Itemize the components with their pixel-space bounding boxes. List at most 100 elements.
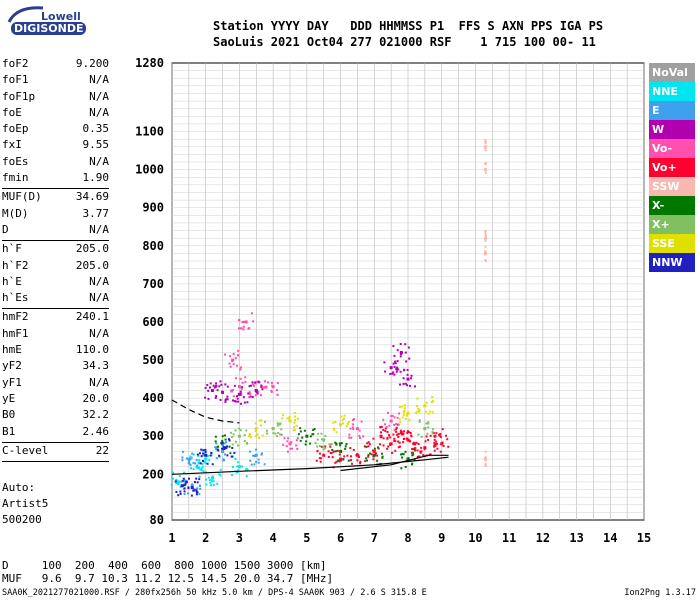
echo-point-x- xyxy=(224,438,227,441)
echo-point-w xyxy=(226,398,229,401)
echo-point-vo- xyxy=(296,437,299,440)
param-label: hmF2 xyxy=(2,310,29,324)
param-label: B1 xyxy=(2,424,16,438)
echo-point-vo- xyxy=(336,449,339,452)
y-tick-label: 400 xyxy=(142,391,164,405)
echo-point-nnw xyxy=(221,447,224,450)
param-value: 9.200 xyxy=(75,57,109,70)
echo-point-vo- xyxy=(372,449,376,453)
echo-point-x- xyxy=(299,427,302,430)
auto-label: Auto: xyxy=(2,481,36,494)
echo-point-x- xyxy=(277,431,280,434)
echo-point-vo- xyxy=(389,442,393,446)
echo-point-x- xyxy=(305,434,309,438)
echo-point-vo- xyxy=(393,423,396,426)
trace-virtual-height-profile xyxy=(171,456,449,475)
echo-point-vo- xyxy=(349,427,352,430)
echo-point-vo- xyxy=(359,462,362,465)
echo-point-x- xyxy=(214,440,217,443)
param-label: hmF1 xyxy=(2,326,29,340)
auto-program: Artist5 xyxy=(2,497,49,510)
echo-point-nnw xyxy=(182,477,185,480)
echo-point-e xyxy=(198,493,201,496)
echo-point-x- xyxy=(401,452,404,455)
echo-point-e xyxy=(225,441,228,444)
x-tick-label: 4 xyxy=(270,531,277,545)
echo-point-vo- xyxy=(242,328,245,331)
echo-point-x- xyxy=(305,440,308,443)
echo-point-x- xyxy=(221,435,224,438)
echo-point-vo- xyxy=(350,436,353,439)
echo-point-ssw xyxy=(484,253,487,256)
echo-point-sse xyxy=(333,427,336,430)
echo-point-nne xyxy=(204,457,208,461)
param-row-fof2: foF2 9.200 xyxy=(2,57,109,73)
echo-point-e xyxy=(181,450,184,453)
echo-point-vo- xyxy=(427,438,430,441)
echo-point-vo- xyxy=(252,320,255,323)
echo-point-vo- xyxy=(439,435,442,438)
echo-point-sse xyxy=(293,426,296,429)
echo-point-nne xyxy=(231,474,234,477)
echo-point-e xyxy=(260,453,263,456)
echo-point-vo- xyxy=(252,383,255,386)
echo-point-vo- xyxy=(333,450,336,453)
echo-point-vo- xyxy=(287,437,290,440)
echo-point-w xyxy=(401,351,404,354)
echo-point-e xyxy=(249,459,252,462)
echo-point-ssw xyxy=(484,250,487,253)
echo-point-w xyxy=(254,381,257,384)
echo-point-vo- xyxy=(379,431,382,434)
echo-point-vo- xyxy=(350,455,353,458)
x-tick-label: 2 xyxy=(202,531,209,545)
echo-point-w xyxy=(204,396,207,399)
echo-point-vo- xyxy=(237,354,240,357)
echo-point-ssw xyxy=(484,239,487,242)
echo-point-vo- xyxy=(442,445,445,448)
echo-point-vo- xyxy=(401,433,404,436)
echo-point-vo- xyxy=(271,384,274,387)
echo-point-x- xyxy=(324,435,327,438)
echo-point-nne xyxy=(212,484,215,487)
station-header: Station YYYY DAY DDD HHMMSS P1 FFS S AXN… xyxy=(213,18,603,50)
echo-point-vo- xyxy=(367,445,370,448)
echo-point-vo- xyxy=(348,433,351,436)
echo-point-vo- xyxy=(316,450,319,453)
echo-point-w xyxy=(395,368,398,371)
echo-point-vo- xyxy=(433,442,436,445)
echo-point-ssw xyxy=(484,230,487,233)
echo-point-nne xyxy=(171,477,174,480)
echo-point-vo- xyxy=(409,440,412,443)
echo-point-e xyxy=(181,456,184,459)
param-row-fmin: fmin 1.90 xyxy=(2,171,109,187)
echo-point-x- xyxy=(334,441,337,444)
echo-point-x- xyxy=(330,443,333,446)
echo-point-e xyxy=(257,458,260,461)
param-label: hmE xyxy=(2,343,22,357)
echo-point-vo- xyxy=(239,377,242,380)
echo-point-w xyxy=(391,372,394,375)
echo-point-ssw xyxy=(484,236,488,240)
param-row-h-e: h`E N/A xyxy=(2,275,109,291)
echo-point-e xyxy=(185,457,188,460)
echo-point-sse xyxy=(425,410,428,413)
echo-point-vo- xyxy=(420,446,423,449)
echo-point-nnw xyxy=(198,478,201,481)
param-label: foE xyxy=(2,105,22,119)
echo-point-ssw xyxy=(484,139,487,142)
echo-point-vo- xyxy=(228,362,231,365)
echo-point-x- xyxy=(339,449,343,453)
echo-point-sse xyxy=(293,415,296,418)
echo-point-x- xyxy=(431,430,434,433)
echo-point-sse xyxy=(415,405,418,408)
echo-point-w xyxy=(209,386,212,389)
echo-point-nnw xyxy=(192,489,195,492)
echo-point-vo- xyxy=(435,440,438,443)
y-tick-label: 900 xyxy=(142,201,164,215)
echo-point-x- xyxy=(367,454,370,457)
param-row-m-d-: M(D) 3.77 xyxy=(2,207,109,223)
echo-point-w xyxy=(239,390,242,393)
param-row-muf-d-: MUF(D) 34.69 xyxy=(2,190,109,206)
echo-point-vo- xyxy=(367,441,370,444)
echo-point-x- xyxy=(347,459,350,462)
